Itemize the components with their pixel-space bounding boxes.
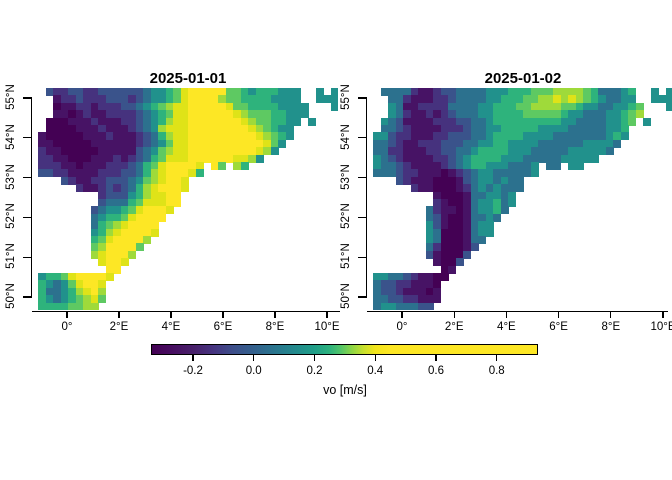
y-tick [23,216,32,218]
y-tick [23,177,32,179]
x-axis-line [32,311,340,313]
y-tick [358,296,367,298]
x-tick [453,311,455,318]
x-tick-label: 10°E [650,321,672,333]
heatmap-left [38,88,338,310]
y-tick-label: 52°N [5,203,17,230]
y-tick-label: 54°N [5,123,17,150]
y-tick-label: 51°N [5,243,17,270]
x-tick [222,311,224,318]
colorbar-label: vo [m/s] [323,383,367,397]
colorbar-tick-label: 0.8 [488,365,505,377]
colorbar-tick-label: 0.6 [428,365,444,377]
x-tick [558,311,560,318]
x-tick-label: 2°E [444,321,464,333]
y-tick [23,97,32,99]
x-tick-label: 2°E [109,321,129,333]
x-tick-label: 6°E [213,321,233,333]
colorbar-tick [253,353,255,361]
x-tick [170,311,172,318]
panel-title-left: 2025-01-01 [149,70,227,87]
x-tick-label: 4°E [497,321,516,333]
x-tick-label: 6°E [549,321,568,333]
x-tick-label: 0° [396,321,408,333]
x-tick-label: 10°E [314,321,340,333]
y-tick [358,216,367,218]
colorbar-tick-label: 0.2 [306,365,323,377]
colorbar-tick [374,353,376,361]
x-axis-line [367,311,668,313]
x-tick [505,311,507,318]
x-tick [274,311,276,318]
x-tick [662,311,664,318]
colorbar-tick-label: 0.0 [245,365,262,377]
y-tick-label: 54°N [340,123,352,150]
heatmap-right [373,88,672,310]
y-tick [23,137,32,139]
y-tick-label: 53°N [5,163,17,190]
y-tick-label: 50°N [5,283,17,309]
x-tick [610,311,612,318]
y-tick-label: 50°N [340,283,352,309]
y-axis-line [365,97,367,298]
y-tick [358,137,367,139]
colorbar-tick-label: 0.4 [367,365,384,377]
colorbar-tick-label: -0.2 [183,365,203,377]
colorbar-tick [435,353,437,361]
y-axis-line [30,97,32,298]
y-tick [23,256,32,258]
x-tick [401,311,403,318]
y-tick-label: 55°N [5,84,17,110]
y-tick [23,296,32,298]
y-tick [358,97,367,99]
x-tick-label: 0° [61,321,73,333]
colorbar-tick [313,353,316,361]
y-tick-label: 53°N [340,163,352,190]
y-tick-label: 51°N [340,243,352,270]
colorbar-gradient [151,344,538,355]
panel-title-right: 2025-01-02 [484,70,562,87]
x-tick-label: 8°E [601,321,621,333]
x-tick-label: 4°E [161,321,181,333]
y-tick-label: 52°N [340,203,352,230]
x-tick [326,311,328,318]
y-tick-label: 55°N [340,84,352,110]
x-tick [66,311,68,318]
x-tick [118,311,120,318]
colorbar-tick [192,353,194,361]
x-tick-label: 8°E [265,321,285,333]
y-tick [358,177,367,179]
y-tick [358,256,367,258]
colorbar-tick [496,353,498,361]
